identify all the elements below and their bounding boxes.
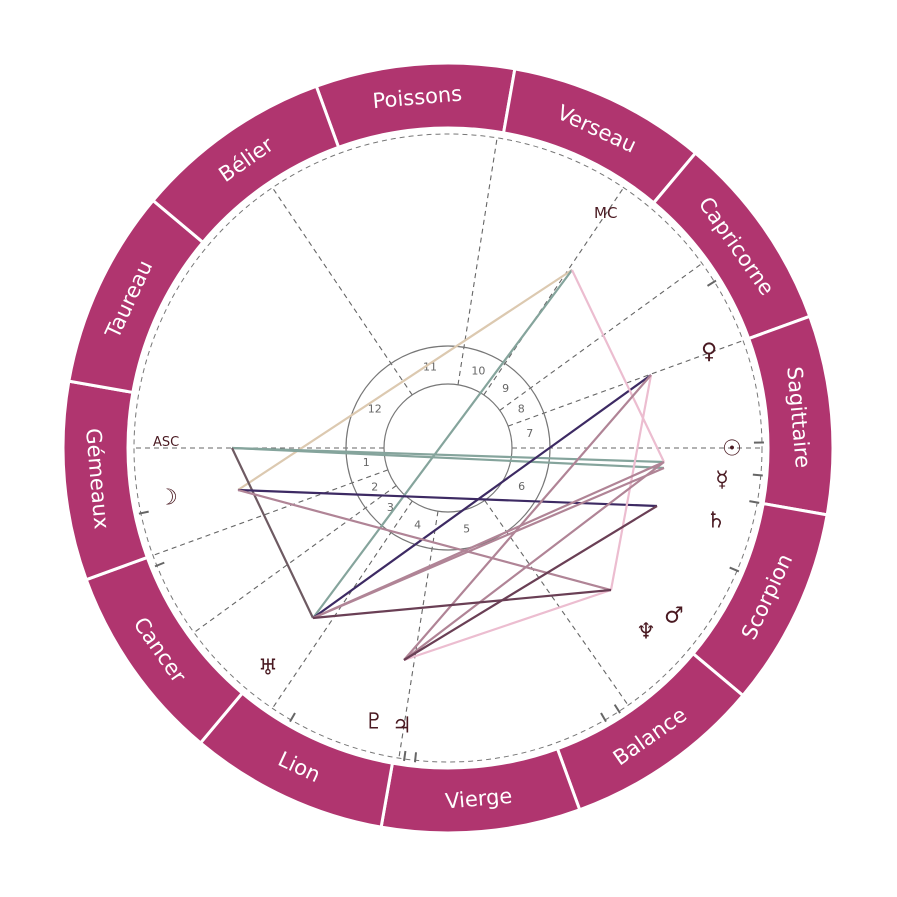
house-number: 5 [463,522,470,535]
outer-dashed-circle [133,133,763,763]
aspect-lines [231,269,665,662]
mc-label: MC [594,204,617,222]
aspect-line [312,269,573,619]
asc-label: ASC [153,435,179,450]
house-cusp-line [499,263,702,411]
aspect-line [237,269,573,491]
house-cusp-line [272,500,413,708]
mars-icon: ♂ [664,604,684,629]
aspect-line [231,447,314,619]
planet-tick [403,750,407,762]
planet-tick [154,561,165,568]
aspect-line [403,588,612,662]
house-cusp-line [153,469,389,556]
house-number: 4 [414,519,421,532]
venus-icon: ♀ [701,340,717,365]
aspect-line [571,269,665,463]
aspect-line [312,374,652,619]
house-cusp-line [398,511,439,758]
sign-label: Vierge [444,784,513,814]
house-number: 9 [502,382,509,395]
house-cusp-line [194,485,397,633]
house-number: 2 [371,480,378,493]
mercury-icon: ☿ [715,468,729,493]
aspect-line [237,488,612,592]
neptune-icon: ♆ [636,620,656,645]
jupiter-icon: ♃ [392,714,412,739]
aspect-line [403,374,652,661]
sun-icon: ☉ [722,437,742,462]
house-number: 3 [387,501,394,514]
saturn-icon: ♄ [706,509,726,534]
planet-tick [138,510,149,515]
moon-icon: ☽ [158,486,178,511]
house-number: 12 [368,403,382,416]
house-cusp-line [507,340,743,427]
aspect-line [312,466,665,620]
planet-tick [413,752,418,763]
house-number: 8 [518,403,525,416]
planet-tick [706,279,717,287]
planet-glyphs: ♀ ☉ ☿ ♄ ♆ ♂ ♅ ♇ ♃ ☽ [158,340,742,739]
house-number: 6 [518,480,525,493]
zodiac-ring: PoissonsVerseauCapricorneSagittaireScorp… [61,61,835,835]
house-number: 7 [526,427,533,440]
house-number: 10 [471,364,485,377]
house-number-circle [345,345,551,551]
inner-circle [383,383,513,513]
aspect-line [312,588,612,620]
house-number: 1 [363,456,370,469]
planet-tick [600,712,607,723]
aspect-line [403,505,658,661]
house-cusp-line [457,138,498,385]
aspect-line [403,461,665,661]
planet-tick [752,473,763,477]
pluto-icon: ♇ [364,710,384,735]
house-number: 11 [423,360,437,373]
aspect-line [231,446,665,470]
uranus-icon: ♅ [258,656,278,681]
aspect-line [237,488,658,508]
sign-sector-11 [150,84,341,245]
house-cusp-line [483,188,624,396]
planet-tick [749,500,760,504]
planet-tick [289,712,296,723]
house-cusp-line [272,188,413,396]
planet-tick [729,566,740,573]
house-cusp-line [484,500,628,705]
planet-tick [613,704,621,714]
